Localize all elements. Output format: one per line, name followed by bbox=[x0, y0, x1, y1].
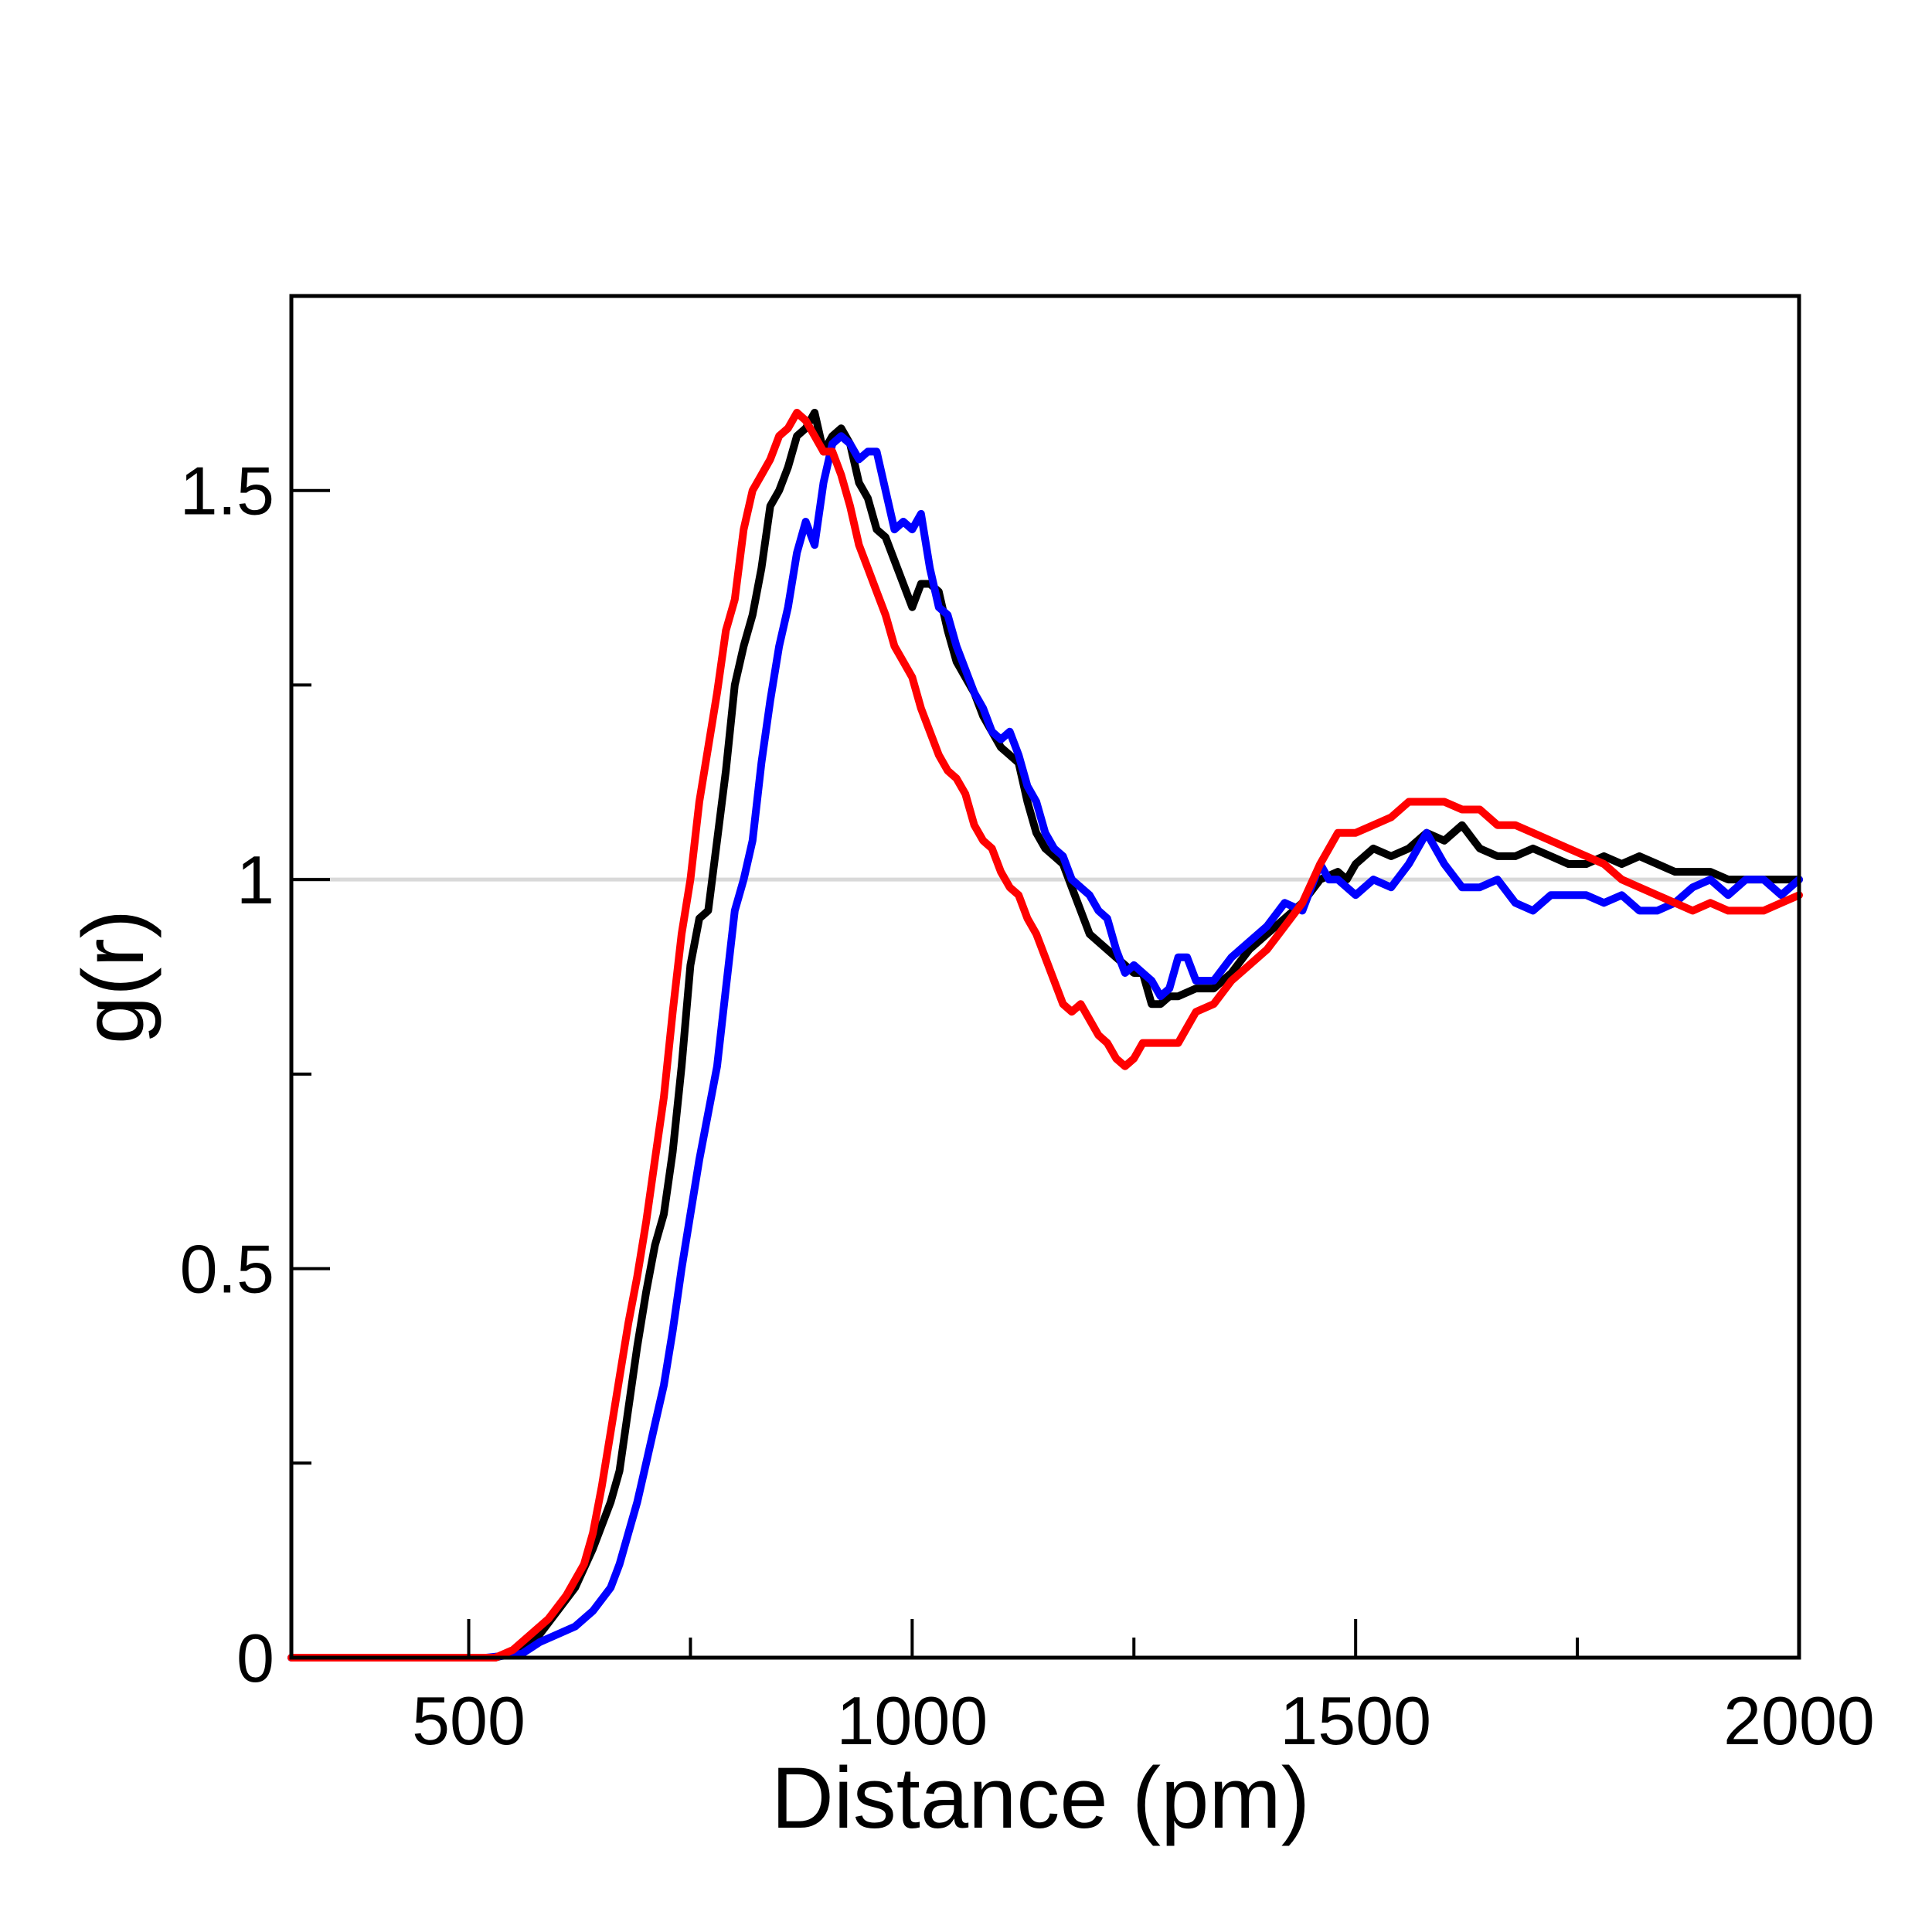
plot-frame bbox=[289, 294, 1801, 1660]
y-axis-title: g(r) bbox=[65, 910, 162, 1044]
tick-label-layer: 500 1000 1500 2000 0 0.5 1 1.5 bbox=[180, 453, 1875, 1759]
x-tick-label: 1500 bbox=[1280, 1682, 1431, 1759]
x-tick-label: 1000 bbox=[836, 1682, 988, 1759]
y-tick-label: 1 bbox=[236, 842, 274, 918]
series-line-3 bbox=[287, 409, 1803, 1662]
y-tick-label: 0.5 bbox=[180, 1231, 274, 1308]
x-axis-title: Distance (pm) bbox=[771, 1750, 1310, 1846]
y-tick-label: 0 bbox=[236, 1620, 274, 1696]
series-line-1 bbox=[287, 409, 1803, 1662]
series-layer bbox=[287, 409, 1803, 1662]
series-line-2 bbox=[287, 432, 1803, 1662]
x-tick-label: 500 bbox=[412, 1682, 526, 1759]
x-tick-label: 2000 bbox=[1723, 1682, 1875, 1759]
y-tick-label: 1.5 bbox=[180, 453, 274, 529]
tick-layer bbox=[291, 488, 1801, 1659]
